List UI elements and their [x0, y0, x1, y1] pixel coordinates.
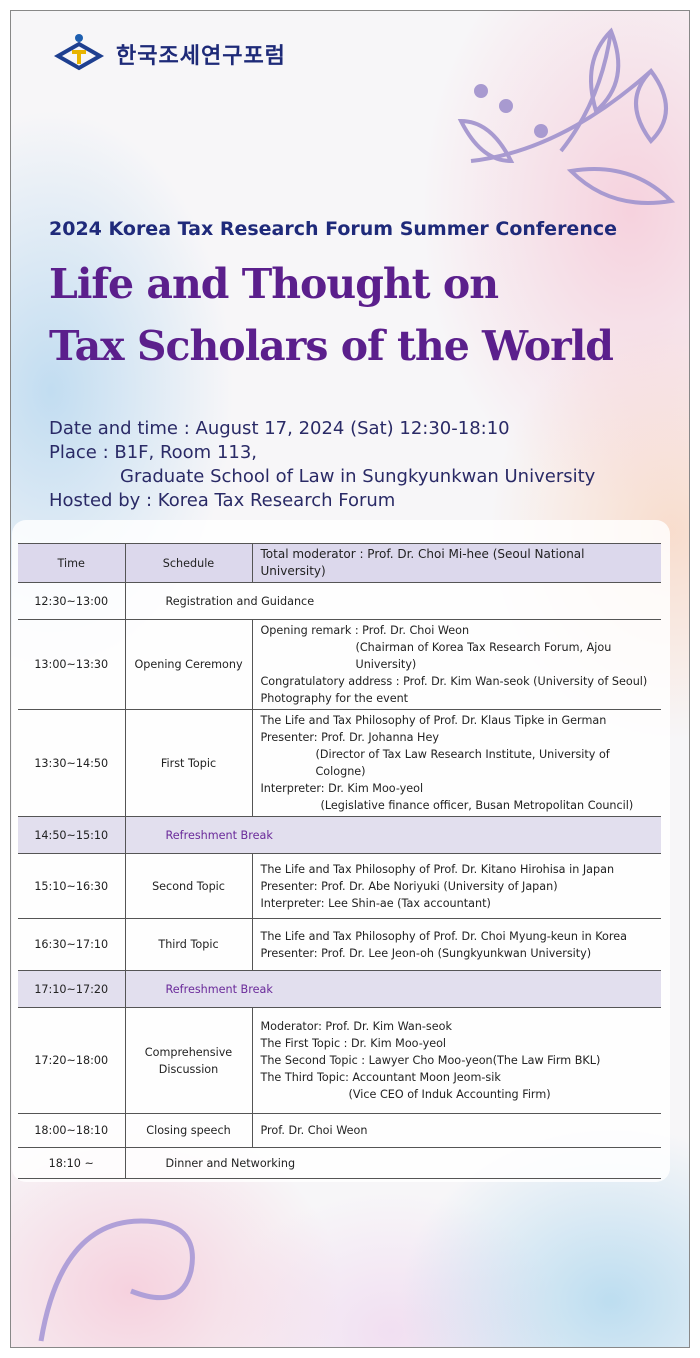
table-row: 18:00~18:10 Closing speech Prof. Dr. Choi … [18, 1113, 661, 1148]
row-span-text: Refreshment Break [125, 970, 661, 1008]
detail-line: The First Topic : Dr. Kim Moo-yeol [260, 1037, 447, 1050]
row-details: The Life and Tax Philosophy of Prof. Dr.… [252, 709, 661, 817]
detail-line: The Second Topic : Lawyer Cho Moo-yeon(T… [260, 1054, 601, 1067]
row-time: 18:00~18:10 [18, 1113, 126, 1148]
row-time: 18:10 ~ [18, 1147, 126, 1179]
leaf-decoration-icon [457, 27, 676, 205]
forum-emblem-icon [53, 34, 105, 71]
table-row: 15:10~16:30 Second Topic The Life and Tax … [18, 853, 661, 919]
place: Place : B1F, Room 113, [49, 442, 258, 463]
title-line-2: Tax Scholars of the World [49, 322, 614, 370]
row-span-text: Registration and Guidance [125, 582, 661, 620]
detail-line: The Life and Tax Philosophy of Prof. Dr.… [260, 929, 627, 943]
table-row: 12:30~13:00 Registration and Guidance [18, 582, 661, 620]
logo-text: 한국조세연구포럼 [116, 44, 286, 69]
row-time: 16:30~17:10 [18, 918, 126, 971]
conference-subtitle: 2024 Korea Tax Research Forum Summer Con… [49, 218, 617, 240]
table-row: 16:30~17:10 Third Topic The Life and Tax P… [18, 918, 661, 971]
table-row: 17:20~18:00 Comprehensive Discussion Moder… [18, 1007, 661, 1114]
date-time: Date and time : August 17, 2024 (Sat) 12… [49, 418, 510, 439]
table-row: 13:30~14:50 First Topic The Life and Tax P… [18, 709, 661, 817]
detail-line: Prof. Dr. Choi Weon [260, 1124, 368, 1137]
detail-line: The Life and Tax Philosophy of Prof. Dr.… [260, 862, 615, 876]
row-time: 12:30~13:00 [18, 582, 126, 620]
row-schedule: Second Topic [125, 853, 253, 919]
table-row: 13:00~13:30 Opening Ceremony Opening remar… [18, 619, 661, 710]
row-time: 14:50~15:10 [18, 816, 126, 854]
detail-line: Congratulatory address : Prof. Dr. Kim W… [260, 675, 648, 688]
detail-line: Presenter: Prof. Dr. Abe Noriyuki (Unive… [260, 879, 558, 893]
host: Hosted by : Korea Tax Research Forum [49, 490, 396, 511]
row-details: Moderator: Prof. Dr. Kim Wan-seok The Fir… [252, 1007, 661, 1114]
detail-line: Opening remark : Prof. Dr. Choi Weon [260, 624, 470, 637]
table-row: 17:10~17:20 Refreshment Break [18, 970, 661, 1008]
table-row: 14:50~15:10 Refreshment Break [18, 816, 661, 854]
schedule-table: Time Schedule Total moderator : Prof. Dr… [18, 543, 661, 1179]
row-details: Prof. Dr. Choi Weon [252, 1113, 661, 1148]
detail-line: The Life and Tax Philosophy of Prof. Dr.… [260, 714, 607, 727]
row-schedule: Closing speech [125, 1113, 253, 1148]
detail-line: Presenter: Prof. Dr. Johanna Hey [260, 731, 439, 744]
detail-line: (Legislative finance officer, Busan Metr… [320, 799, 634, 812]
row-details: The Life and Tax Philosophy of Prof. Dr.… [252, 918, 661, 971]
row-span-text: Refreshment Break [125, 816, 661, 854]
row-time: 13:00~13:30 [18, 619, 126, 710]
detail-line: Photography for the event [260, 692, 409, 705]
header-time: Time [18, 543, 126, 583]
table-header: Time Schedule Total moderator : Prof. Dr… [18, 543, 661, 583]
table-row: 18:10 ~ Dinner and Networking [18, 1147, 661, 1179]
row-time: 17:20~18:00 [18, 1007, 126, 1114]
detail-line: Presenter: Prof. Dr. Lee Jeon-oh (Sungky… [260, 946, 592, 960]
detail-line: The Third Topic: Accountant Moon Jeom-si… [260, 1071, 501, 1084]
row-schedule: Third Topic [125, 918, 253, 971]
title-line-1: Life and Thought on [49, 260, 499, 308]
row-details: Opening remark : Prof. Dr. Choi Weon (Cha… [252, 619, 661, 710]
row-schedule: First Topic [125, 709, 253, 817]
detail-line: Moderator: Prof. Dr. Kim Wan-seok [260, 1020, 452, 1033]
header-schedule: Schedule [125, 543, 253, 583]
row-time: 13:30~14:50 [18, 709, 126, 817]
logo: 한국조세연구포럼 [48, 32, 286, 76]
detail-line: (Director of Tax Law Research Institute,… [315, 748, 610, 778]
detail-line: (Chairman of Korea Tax Research Forum, A… [355, 641, 612, 671]
row-schedule: Comprehensive Discussion [125, 1007, 253, 1114]
row-schedule: Opening Ceremony [125, 619, 253, 710]
header-moderator: Total moderator : Prof. Dr. Choi Mi-hee … [252, 543, 661, 583]
row-span-text: Dinner and Networking [125, 1147, 661, 1179]
detail-line: Interpreter: Lee Shin-ae (Tax accountant… [260, 896, 491, 910]
row-time: 15:10~16:30 [18, 853, 126, 919]
row-time: 17:10~17:20 [18, 970, 126, 1008]
row-details: The Life and Tax Philosophy of Prof. Dr.… [252, 853, 661, 919]
detail-line: (Vice CEO of Induk Accounting Firm) [348, 1088, 551, 1101]
swirl-decoration-icon [38, 1218, 195, 1342]
detail-line: Interpreter: Dr. Kim Moo-yeol [260, 782, 424, 795]
place-detail: Graduate School of Law in Sungkyunkwan U… [120, 466, 596, 487]
